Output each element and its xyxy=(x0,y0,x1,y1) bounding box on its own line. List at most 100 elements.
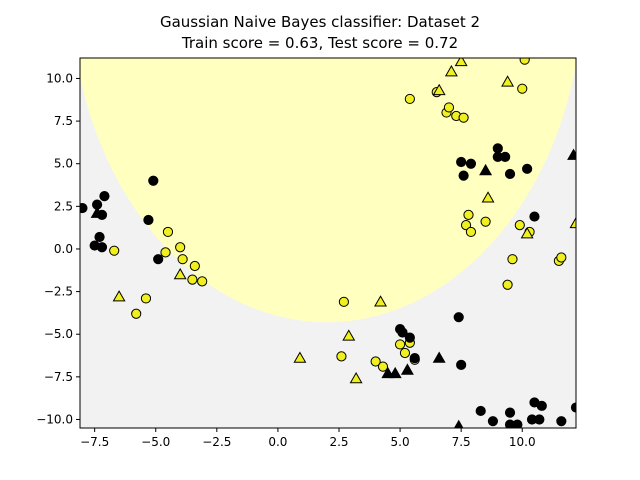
point-yellow-triangle xyxy=(112,290,126,302)
point-yellow-triangle xyxy=(173,267,187,280)
y-tick-label: 10.0 xyxy=(46,71,73,85)
point-yellow-triangle xyxy=(432,83,446,96)
x-tick-label: −5.0 xyxy=(141,435,170,449)
point-yellow-circle xyxy=(458,112,469,123)
point-yellow-circle xyxy=(140,293,152,304)
point-black-circle xyxy=(536,400,547,411)
point-black-circle xyxy=(404,332,415,343)
point-yellow-triangle xyxy=(444,65,458,77)
y-tick-label: −7.5 xyxy=(44,370,73,384)
y-tick-label: 5.0 xyxy=(54,157,73,171)
x-axis: −7.5 −5.0 −2.5 0.0 2.5 5.0 7.5 10.0 xyxy=(80,428,536,449)
point-black-circle xyxy=(522,163,533,174)
point-black-circle xyxy=(99,191,110,202)
data-points xyxy=(80,58,576,428)
point-black-triangle xyxy=(388,366,402,379)
point-black-circle xyxy=(500,151,511,162)
y-tick-label: 7.5 xyxy=(54,114,73,128)
point-black-circle xyxy=(80,202,88,214)
x-tick-label: 5.0 xyxy=(391,435,410,449)
y-tick-label: −5.0 xyxy=(44,327,73,341)
point-yellow-circle xyxy=(370,356,381,367)
x-tick-label: 0.0 xyxy=(268,435,287,449)
point-black-triangle xyxy=(400,363,414,375)
point-black-circle xyxy=(534,414,545,425)
point-black-circle xyxy=(409,352,420,364)
point-black-circle xyxy=(504,168,516,180)
point-yellow-circle xyxy=(463,209,474,220)
point-yellow-circle xyxy=(131,308,142,319)
point-black-circle xyxy=(96,242,108,253)
x-tick-label: 2.5 xyxy=(329,435,348,449)
y-tick-label: −2.5 xyxy=(44,285,73,299)
point-yellow-triangle xyxy=(349,371,363,384)
point-black-circle xyxy=(148,175,159,186)
point-yellow-circle xyxy=(189,260,200,272)
x-tick-label: −2.5 xyxy=(202,435,231,449)
point-yellow-circle xyxy=(394,339,406,350)
point-yellow-triangle xyxy=(293,351,307,363)
point-yellow-circle xyxy=(175,242,186,253)
point-yellow-circle xyxy=(162,226,174,238)
point-yellow-circle xyxy=(187,274,198,285)
point-black-circle xyxy=(397,327,408,338)
point-yellow-triangle xyxy=(569,216,576,229)
point-black-circle xyxy=(465,158,477,169)
point-yellow-triangle xyxy=(374,295,387,307)
point-black-circle xyxy=(453,312,464,323)
point-black-circle xyxy=(512,419,523,428)
point-black-triangle xyxy=(90,206,104,218)
point-yellow-circle xyxy=(404,93,415,105)
point-black-circle xyxy=(143,214,154,226)
point-black-circle xyxy=(475,405,486,417)
point-black-circle xyxy=(504,407,516,418)
point-black-triangle xyxy=(432,351,446,363)
point-black-circle xyxy=(492,143,503,154)
y-tick-label: −10.0 xyxy=(36,412,73,426)
point-black-triangle xyxy=(567,148,576,160)
x-tick-label: −7.5 xyxy=(80,435,109,449)
plot-frame xyxy=(79,57,577,429)
point-black-circle xyxy=(456,156,467,168)
point-yellow-circle xyxy=(556,252,567,263)
y-axis: −10.0 −7.5 −5.0 −2.5 0.0 2.5 5.0 7.5 10.0 xyxy=(36,71,80,426)
point-yellow-circle xyxy=(377,361,389,372)
point-black-circle xyxy=(487,416,499,427)
point-yellow-circle xyxy=(517,83,528,94)
point-yellow-circle xyxy=(177,254,188,265)
point-yellow-triangle xyxy=(454,58,468,67)
point-yellow-circle xyxy=(197,276,208,287)
y-tick-label: 2.5 xyxy=(54,199,73,213)
point-yellow-circle xyxy=(338,296,349,307)
point-yellow-circle xyxy=(465,226,477,238)
point-black-triangle xyxy=(453,419,464,428)
point-black-circle xyxy=(570,402,576,413)
point-yellow-circle xyxy=(399,347,411,359)
point-black-circle xyxy=(529,211,540,222)
point-black-triangle xyxy=(479,163,493,176)
point-yellow-circle xyxy=(519,58,530,65)
decision-region xyxy=(80,58,576,323)
point-yellow-circle xyxy=(109,245,120,256)
point-yellow-circle xyxy=(514,219,525,231)
y-tick-label: 0.0 xyxy=(54,242,73,256)
point-yellow-triangle xyxy=(481,191,495,203)
x-tick-label: 7.5 xyxy=(452,435,471,449)
point-yellow-circle xyxy=(480,216,491,227)
chart-title: Gaussian Naive Bayes classifier: Dataset… xyxy=(160,13,480,31)
point-black-circle xyxy=(456,359,467,371)
point-yellow-circle xyxy=(443,102,455,113)
point-yellow-circle xyxy=(507,254,518,265)
point-yellow-circle xyxy=(502,279,513,290)
point-yellow-triangle xyxy=(501,75,515,87)
point-yellow-circle xyxy=(336,351,347,362)
point-black-circle xyxy=(458,170,469,181)
point-yellow-circle xyxy=(460,219,472,231)
point-yellow-triangle xyxy=(342,329,356,341)
point-yellow-triangle xyxy=(520,227,534,239)
point-black-circle xyxy=(556,416,567,427)
point-black-circle xyxy=(153,254,164,265)
chart-subtitle: Train score = 0.63, Test score = 0.72 xyxy=(181,34,458,52)
point-black-circle xyxy=(94,231,105,243)
